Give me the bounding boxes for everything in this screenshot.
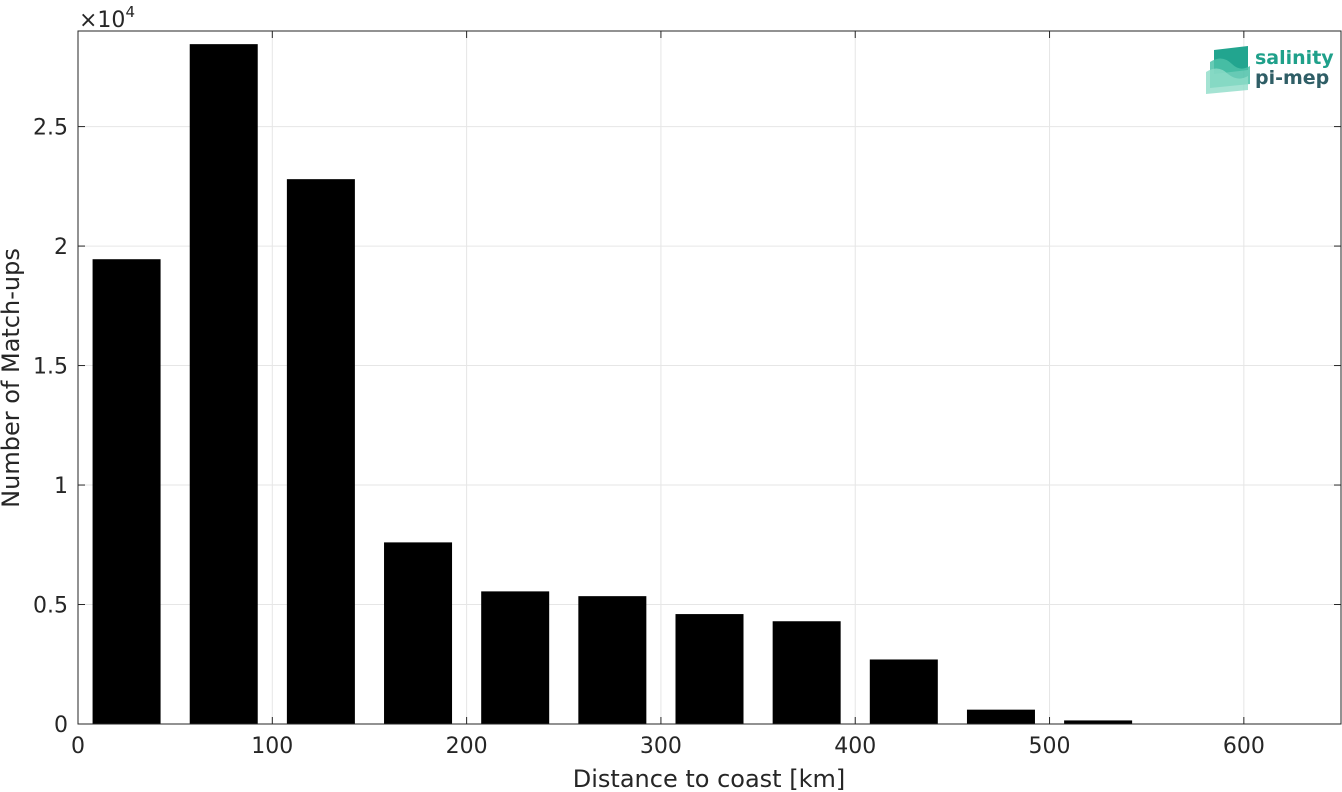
y-axis-ticks: 0 0.5 1 1.5 2 2.5 <box>33 116 1341 738</box>
bar <box>869 659 938 724</box>
bar <box>286 179 355 724</box>
x-tick-label: 400 <box>834 734 876 759</box>
x-tick-label: 0 <box>71 734 85 759</box>
y-tick-label: 0.5 <box>33 594 68 619</box>
bar <box>481 591 550 724</box>
bar <box>578 596 647 724</box>
bar <box>772 621 841 724</box>
x-tick-label: 600 <box>1223 734 1265 759</box>
y-axis-label: Number of Match-ups <box>0 248 25 508</box>
x-axis-label: Distance to coast [km] <box>573 765 845 792</box>
bar <box>92 259 161 724</box>
wave-logo-icon <box>1206 46 1250 94</box>
y-tick-label: 1.5 <box>33 355 68 380</box>
salinity-pi-mep-logo: salinity pi-mep <box>1206 46 1334 94</box>
bars <box>92 44 1327 724</box>
plot-area-frame <box>77 30 1342 725</box>
y-exponent-label: ×104 <box>79 3 135 33</box>
x-tick-label: 500 <box>1029 734 1071 759</box>
y-tick-label: 2 <box>54 235 68 260</box>
x-tick-label: 100 <box>251 734 293 759</box>
bar <box>384 542 453 724</box>
logo-text-salinity: salinity <box>1255 47 1334 69</box>
x-tick-label: 200 <box>446 734 488 759</box>
bar <box>966 709 1035 724</box>
bar <box>675 614 744 724</box>
x-tick-label: 300 <box>640 734 682 759</box>
bar <box>1064 720 1133 724</box>
x-axis-ticks: 0 100 200 300 400 500 600 <box>71 31 1265 759</box>
y-tick-label: 0 <box>54 713 68 738</box>
bar <box>189 44 258 724</box>
logo-text-pi-mep: pi-mep <box>1255 67 1329 89</box>
y-tick-label: 2.5 <box>33 116 68 141</box>
y-tick-label: 1 <box>54 474 68 499</box>
